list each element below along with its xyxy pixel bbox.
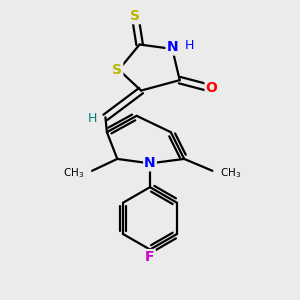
Text: S: S	[112, 63, 122, 77]
Text: F: F	[145, 250, 155, 264]
Text: H: H	[87, 112, 97, 125]
Text: H: H	[185, 39, 194, 52]
Text: S: S	[130, 9, 140, 23]
Text: N: N	[167, 40, 178, 55]
Text: CH$_3$: CH$_3$	[220, 166, 241, 180]
Text: CH$_3$: CH$_3$	[63, 166, 85, 180]
Text: O: O	[206, 81, 218, 94]
Text: N: N	[144, 156, 156, 170]
